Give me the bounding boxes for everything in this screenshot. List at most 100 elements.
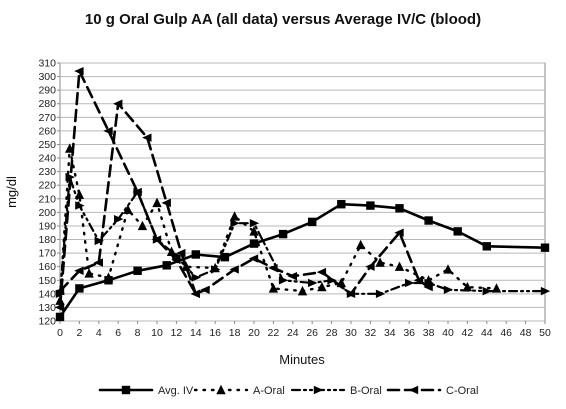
x-tick-label: 36 <box>403 327 415 339</box>
x-tick-label: 20 <box>248 327 260 339</box>
data-point-arrow <box>54 286 65 296</box>
data-point-arrow <box>142 133 152 142</box>
x-tick-label: 42 <box>462 327 474 339</box>
data-point-square <box>191 250 200 259</box>
data-point-square <box>162 261 171 270</box>
y-axis-label: mg/dl <box>4 176 19 208</box>
data-point-square <box>75 284 84 293</box>
data-point-arrow <box>394 228 404 237</box>
legend-label: B-Oral <box>350 385 382 397</box>
x-tick-label: 26 <box>306 327 318 339</box>
data-point-triangle <box>375 257 385 267</box>
data-point-arrow <box>230 219 240 228</box>
y-tick-label: 180 <box>38 234 56 246</box>
data-point-square <box>366 201 375 210</box>
x-tick-label: 18 <box>229 327 241 339</box>
data-point-triangle <box>462 281 473 292</box>
data-point-arrow <box>405 278 415 288</box>
data-point-arrow <box>54 303 65 312</box>
data-point-square <box>278 229 288 239</box>
x-tick-labels: 0 2 4 6 8 10 12 14 16 18 20 22 24 26 28 30 32 34 36 38 40 42 4… <box>57 321 551 339</box>
data-point-triangle <box>249 226 259 236</box>
series-layer <box>54 66 551 322</box>
x-tick-label: 10 <box>151 327 163 339</box>
data-point-arrow <box>375 289 386 299</box>
data-point-square <box>540 243 550 252</box>
x-tick-label: 6 <box>115 327 121 339</box>
data-point-arrow <box>413 276 424 285</box>
data-point-arrow <box>316 267 327 277</box>
data-point-triangle <box>103 272 114 282</box>
x-tick-label: 28 <box>326 327 338 339</box>
data-point-arrow <box>313 385 324 395</box>
series-line <box>58 176 547 295</box>
legend: Avg. IV A-Oral B-Oral C-Oral <box>98 384 478 397</box>
data-point-triangle <box>229 211 240 221</box>
data-point-triangle <box>216 384 226 395</box>
legend-item: Avg. IV <box>98 385 194 397</box>
y-tick-label: 230 <box>38 166 56 178</box>
y-tick-label: 270 <box>38 112 56 124</box>
data-point-triangle <box>123 204 133 214</box>
data-point-triangle <box>297 285 308 296</box>
y-tick-label: 150 <box>38 275 56 287</box>
x-tick-label: 48 <box>520 327 532 339</box>
data-point-arrow <box>151 235 162 244</box>
x-tick-label: 50 <box>539 327 551 339</box>
legend-label: Avg. IV <box>158 385 194 397</box>
y-tick-label: 190 <box>38 220 56 232</box>
data-point-arrow <box>176 248 186 258</box>
data-point-arrow <box>443 285 454 294</box>
data-point-arrow <box>365 262 375 271</box>
data-point-square <box>133 266 142 275</box>
data-point-arrow <box>75 201 85 210</box>
x-axis-label: Minutes <box>279 352 325 367</box>
y-tick-label: 300 <box>38 71 56 83</box>
data-point-square <box>395 204 404 213</box>
data-point-square <box>424 216 433 225</box>
x-tick-label: 34 <box>384 327 396 339</box>
y-tick-label: 290 <box>38 85 56 97</box>
data-point-arrow <box>74 266 84 275</box>
x-tick-label: 22 <box>268 327 280 339</box>
legend-item: A-Oral <box>193 384 285 397</box>
data-point-triangle <box>152 197 162 208</box>
x-tick-label: 32 <box>365 327 377 339</box>
y-tick-label: 130 <box>38 302 56 314</box>
y-tick-label: 140 <box>38 288 56 300</box>
chart-title: 10 g Oral Gulp AA (all data) versus Aver… <box>85 11 481 28</box>
data-point-arrow <box>408 385 419 395</box>
data-point-arrow <box>308 278 318 288</box>
data-point-triangle <box>137 220 148 231</box>
data-point-arrow <box>249 219 260 228</box>
x-tick-label: 14 <box>190 327 202 339</box>
y-tick-labels: 1201301401501601701801902002102202302402… <box>38 58 60 328</box>
data-point-arrow <box>114 214 124 224</box>
y-tick-label: 250 <box>38 139 56 151</box>
data-point-arrow <box>161 198 171 208</box>
y-tick-label: 240 <box>38 153 56 165</box>
data-point-arrow <box>190 289 200 299</box>
data-point-square <box>482 242 491 251</box>
data-point-arrow <box>423 282 433 292</box>
data-point-arrow <box>94 236 104 246</box>
series-c-oral-4 <box>54 99 200 299</box>
data-point-arrow <box>200 285 210 294</box>
data-point-square <box>121 385 131 395</box>
y-tick-label: 170 <box>38 248 56 260</box>
data-point-arrow <box>211 265 221 274</box>
data-point-arrow <box>482 286 492 296</box>
data-point-square <box>337 200 346 209</box>
y-tick-label: 210 <box>38 193 56 205</box>
data-point-arrow <box>132 187 142 197</box>
y-tick-label: 120 <box>38 316 56 328</box>
x-tick-label: 0 <box>57 327 63 339</box>
data-point-square <box>249 239 259 248</box>
data-point-arrow <box>268 263 278 273</box>
data-point-arrow <box>229 265 239 274</box>
data-point-arrow <box>191 273 201 282</box>
y-tick-label: 280 <box>38 98 56 110</box>
y-tick-label: 260 <box>38 125 56 137</box>
